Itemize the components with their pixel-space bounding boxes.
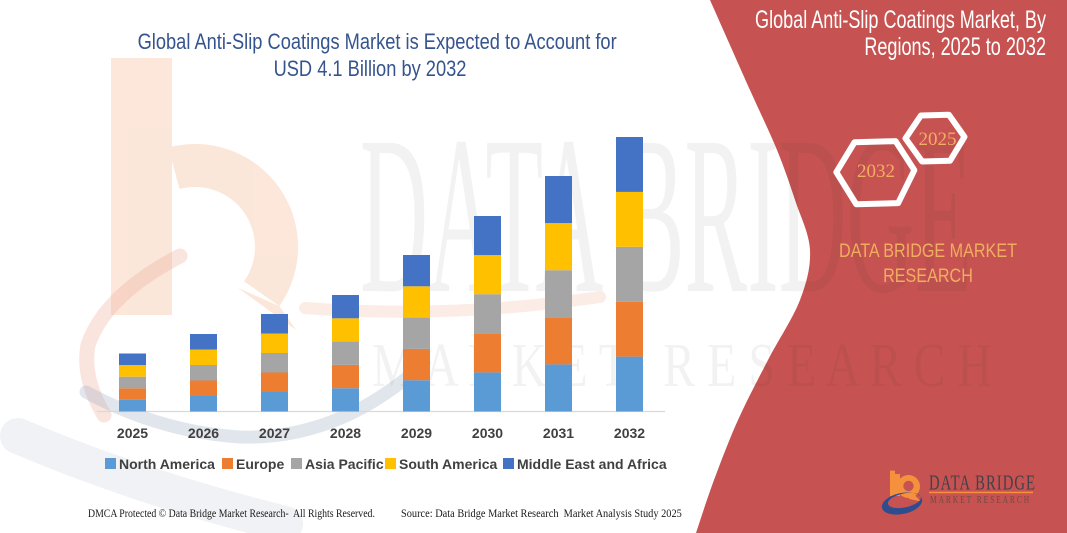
svg-text:2028: 2028 (330, 425, 361, 441)
svg-text:2026: 2026 (188, 425, 219, 441)
svg-text:2027: 2027 (259, 425, 290, 441)
svg-text:Asia Pacific: Asia Pacific (305, 456, 384, 472)
svg-text:2029: 2029 (401, 425, 432, 441)
svg-text:2031: 2031 (543, 425, 574, 441)
svg-text:DATA BRIDGE: DATA BRIDGE (929, 471, 1036, 494)
svg-text:South America: South America (399, 456, 497, 472)
svg-text:2030: 2030 (472, 425, 503, 441)
svg-text:North America: North America (119, 456, 215, 472)
svg-text:2025: 2025 (919, 129, 957, 150)
svg-text:Middle East and Africa: Middle East and Africa (517, 456, 667, 472)
svg-text:MARKET RESEARCH: MARKET RESEARCH (930, 494, 1031, 505)
svg-text:2025: 2025 (117, 425, 148, 441)
svg-text:2032: 2032 (857, 161, 895, 182)
svg-text:Europe: Europe (236, 456, 284, 472)
svg-text:DATA BRIDGE: DATA BRIDGE (360, 90, 972, 340)
svg-text:2032: 2032 (614, 425, 645, 441)
